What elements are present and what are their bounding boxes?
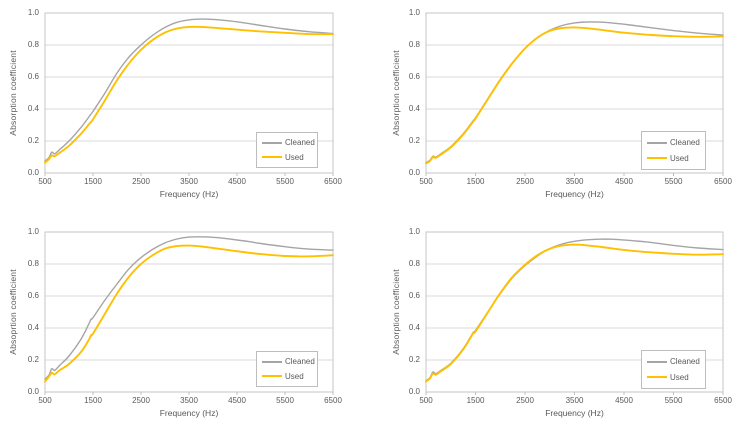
used-line-swatch-icon xyxy=(262,374,282,378)
y-tick-label: 0.2 xyxy=(27,355,39,364)
y-tick-label: 1.0 xyxy=(408,8,420,17)
legend: Cleaned Used xyxy=(256,132,318,168)
x-tick-label: 1500 xyxy=(84,177,102,186)
y-tick-label: 0.0 xyxy=(27,168,39,177)
x-tick-label: 3500 xyxy=(565,177,584,186)
legend-entry-cleaned: Cleaned xyxy=(647,138,705,147)
y-tick-label: 0.0 xyxy=(408,387,420,396)
x-tick-label: 4500 xyxy=(228,396,246,405)
plot-area xyxy=(425,12,724,176)
used-line-swatch-icon xyxy=(647,156,667,160)
legend-entry-used: Used xyxy=(262,153,317,162)
x-tick-label: 5500 xyxy=(664,177,683,186)
x-tick-label: 6500 xyxy=(714,396,732,405)
x-tick-label: 6500 xyxy=(324,177,342,186)
y-tick-label: 1.0 xyxy=(27,8,39,17)
y-tick-label: 0.8 xyxy=(27,259,39,268)
x-tick-label: 1500 xyxy=(84,396,102,405)
x-tick-label: 4500 xyxy=(615,177,633,186)
x-tick-label: 4500 xyxy=(615,396,633,405)
x-axis-title: Frequency (Hz) xyxy=(159,408,219,418)
used-line-swatch-icon xyxy=(262,155,282,159)
cleaned-line-swatch-icon xyxy=(647,360,667,363)
legend-entry-cleaned: Cleaned xyxy=(262,138,317,147)
x-tick-label: 500 xyxy=(419,396,433,405)
legend: Cleaned Used xyxy=(641,350,706,389)
plot-area xyxy=(425,231,724,395)
legend-label-used: Used xyxy=(670,372,689,382)
x-tick-label: 3500 xyxy=(180,177,198,186)
x-tick-label: 5500 xyxy=(276,177,294,186)
y-tick-label: 0.8 xyxy=(408,40,420,49)
x-axis-title: Frequency (Hz) xyxy=(545,189,604,199)
x-tick-label: 6500 xyxy=(324,396,342,405)
y-axis-title: Absorption coefficient xyxy=(391,269,401,355)
y-tick-label: 0.6 xyxy=(27,291,39,300)
y-tick-label: 0.2 xyxy=(408,136,420,145)
x-tick-label: 500 xyxy=(419,177,433,186)
y-tick-label: 0.0 xyxy=(408,168,420,177)
x-tick-label: 6500 xyxy=(714,177,732,186)
x-axis-title: Frequency (Hz) xyxy=(159,189,219,199)
legend-entry-cleaned: Cleaned xyxy=(262,357,317,366)
y-tick-label: 0.6 xyxy=(27,72,39,81)
cleaned-line-swatch-icon xyxy=(647,141,667,144)
y-tick-label: 0.8 xyxy=(408,259,420,268)
y-tick-label: 0.6 xyxy=(408,72,420,81)
legend: Cleaned Used xyxy=(641,131,706,170)
y-tick-label: 0.0 xyxy=(27,387,39,396)
x-tick-label: 1500 xyxy=(466,396,485,405)
used-line-swatch-icon xyxy=(647,375,667,379)
y-tick-label: 0.2 xyxy=(408,355,420,364)
x-tick-label: 2500 xyxy=(132,177,150,186)
y-tick-label: 0.2 xyxy=(27,136,39,145)
legend-label-cleaned: Cleaned xyxy=(670,138,700,148)
y-tick-label: 0.4 xyxy=(408,104,420,113)
legend-label-cleaned: Cleaned xyxy=(670,357,700,367)
chart-bottom-left: Absoprtion coefficient 0.0 0.2 0.4 0.6 0.8 1.… xyxy=(0,219,371,438)
cleaned-line-swatch-icon xyxy=(262,141,282,144)
x-tick-label: 5500 xyxy=(664,396,683,405)
legend-label-cleaned: Cleaned xyxy=(285,357,315,367)
y-tick-label: 0.4 xyxy=(27,104,39,113)
legend-label-used: Used xyxy=(285,371,304,381)
cleaned-line-swatch-icon xyxy=(262,360,282,363)
legend-entry-used: Used xyxy=(647,154,705,163)
x-tick-label: 3500 xyxy=(180,396,198,405)
plot-area xyxy=(44,12,334,176)
x-tick-label: 500 xyxy=(38,396,52,405)
chart-top-left: Absorption coefficient 0.0 0.2 0.4 0.6 0.8 1.… xyxy=(0,0,371,219)
y-tick-label: 0.4 xyxy=(27,323,39,332)
y-axis-title: Absorption coefficient xyxy=(8,50,18,136)
legend-label-used: Used xyxy=(285,152,304,162)
x-tick-label: 2500 xyxy=(132,396,150,405)
plot-area xyxy=(44,231,334,395)
x-tick-label: 4500 xyxy=(228,177,246,186)
y-tick-label: 0.4 xyxy=(408,323,420,332)
y-tick-label: 1.0 xyxy=(27,227,39,236)
x-tick-label: 5500 xyxy=(276,396,294,405)
x-tick-label: 3500 xyxy=(565,396,584,405)
x-tick-label: 2500 xyxy=(516,396,534,405)
y-tick-label: 0.8 xyxy=(27,40,39,49)
y-axis-title: Absorption coefficient xyxy=(391,50,401,136)
y-tick-label: 0.6 xyxy=(408,291,420,300)
legend-entry-used: Used xyxy=(262,372,317,381)
chart-top-right: Absorption coefficient 0.0 0.2 0.4 0.6 0.8 1.… xyxy=(371,0,742,219)
legend: Cleaned Used xyxy=(256,351,318,387)
legend-label-cleaned: Cleaned xyxy=(285,138,315,148)
legend-entry-cleaned: Cleaned xyxy=(647,357,705,366)
legend-entry-used: Used xyxy=(647,373,705,382)
x-axis-title: Frequency (Hz) xyxy=(545,408,604,418)
y-tick-label: 1.0 xyxy=(408,227,420,236)
x-tick-label: 2500 xyxy=(516,177,534,186)
y-axis-title: Absoprtion coefficient xyxy=(8,269,18,355)
x-tick-label: 1500 xyxy=(466,177,485,186)
x-tick-label: 500 xyxy=(38,177,52,186)
legend-label-used: Used xyxy=(670,153,689,163)
chart-bottom-right: Absorption coefficient 0.0 0.2 0.4 0.6 0.8 1.… xyxy=(371,219,742,438)
